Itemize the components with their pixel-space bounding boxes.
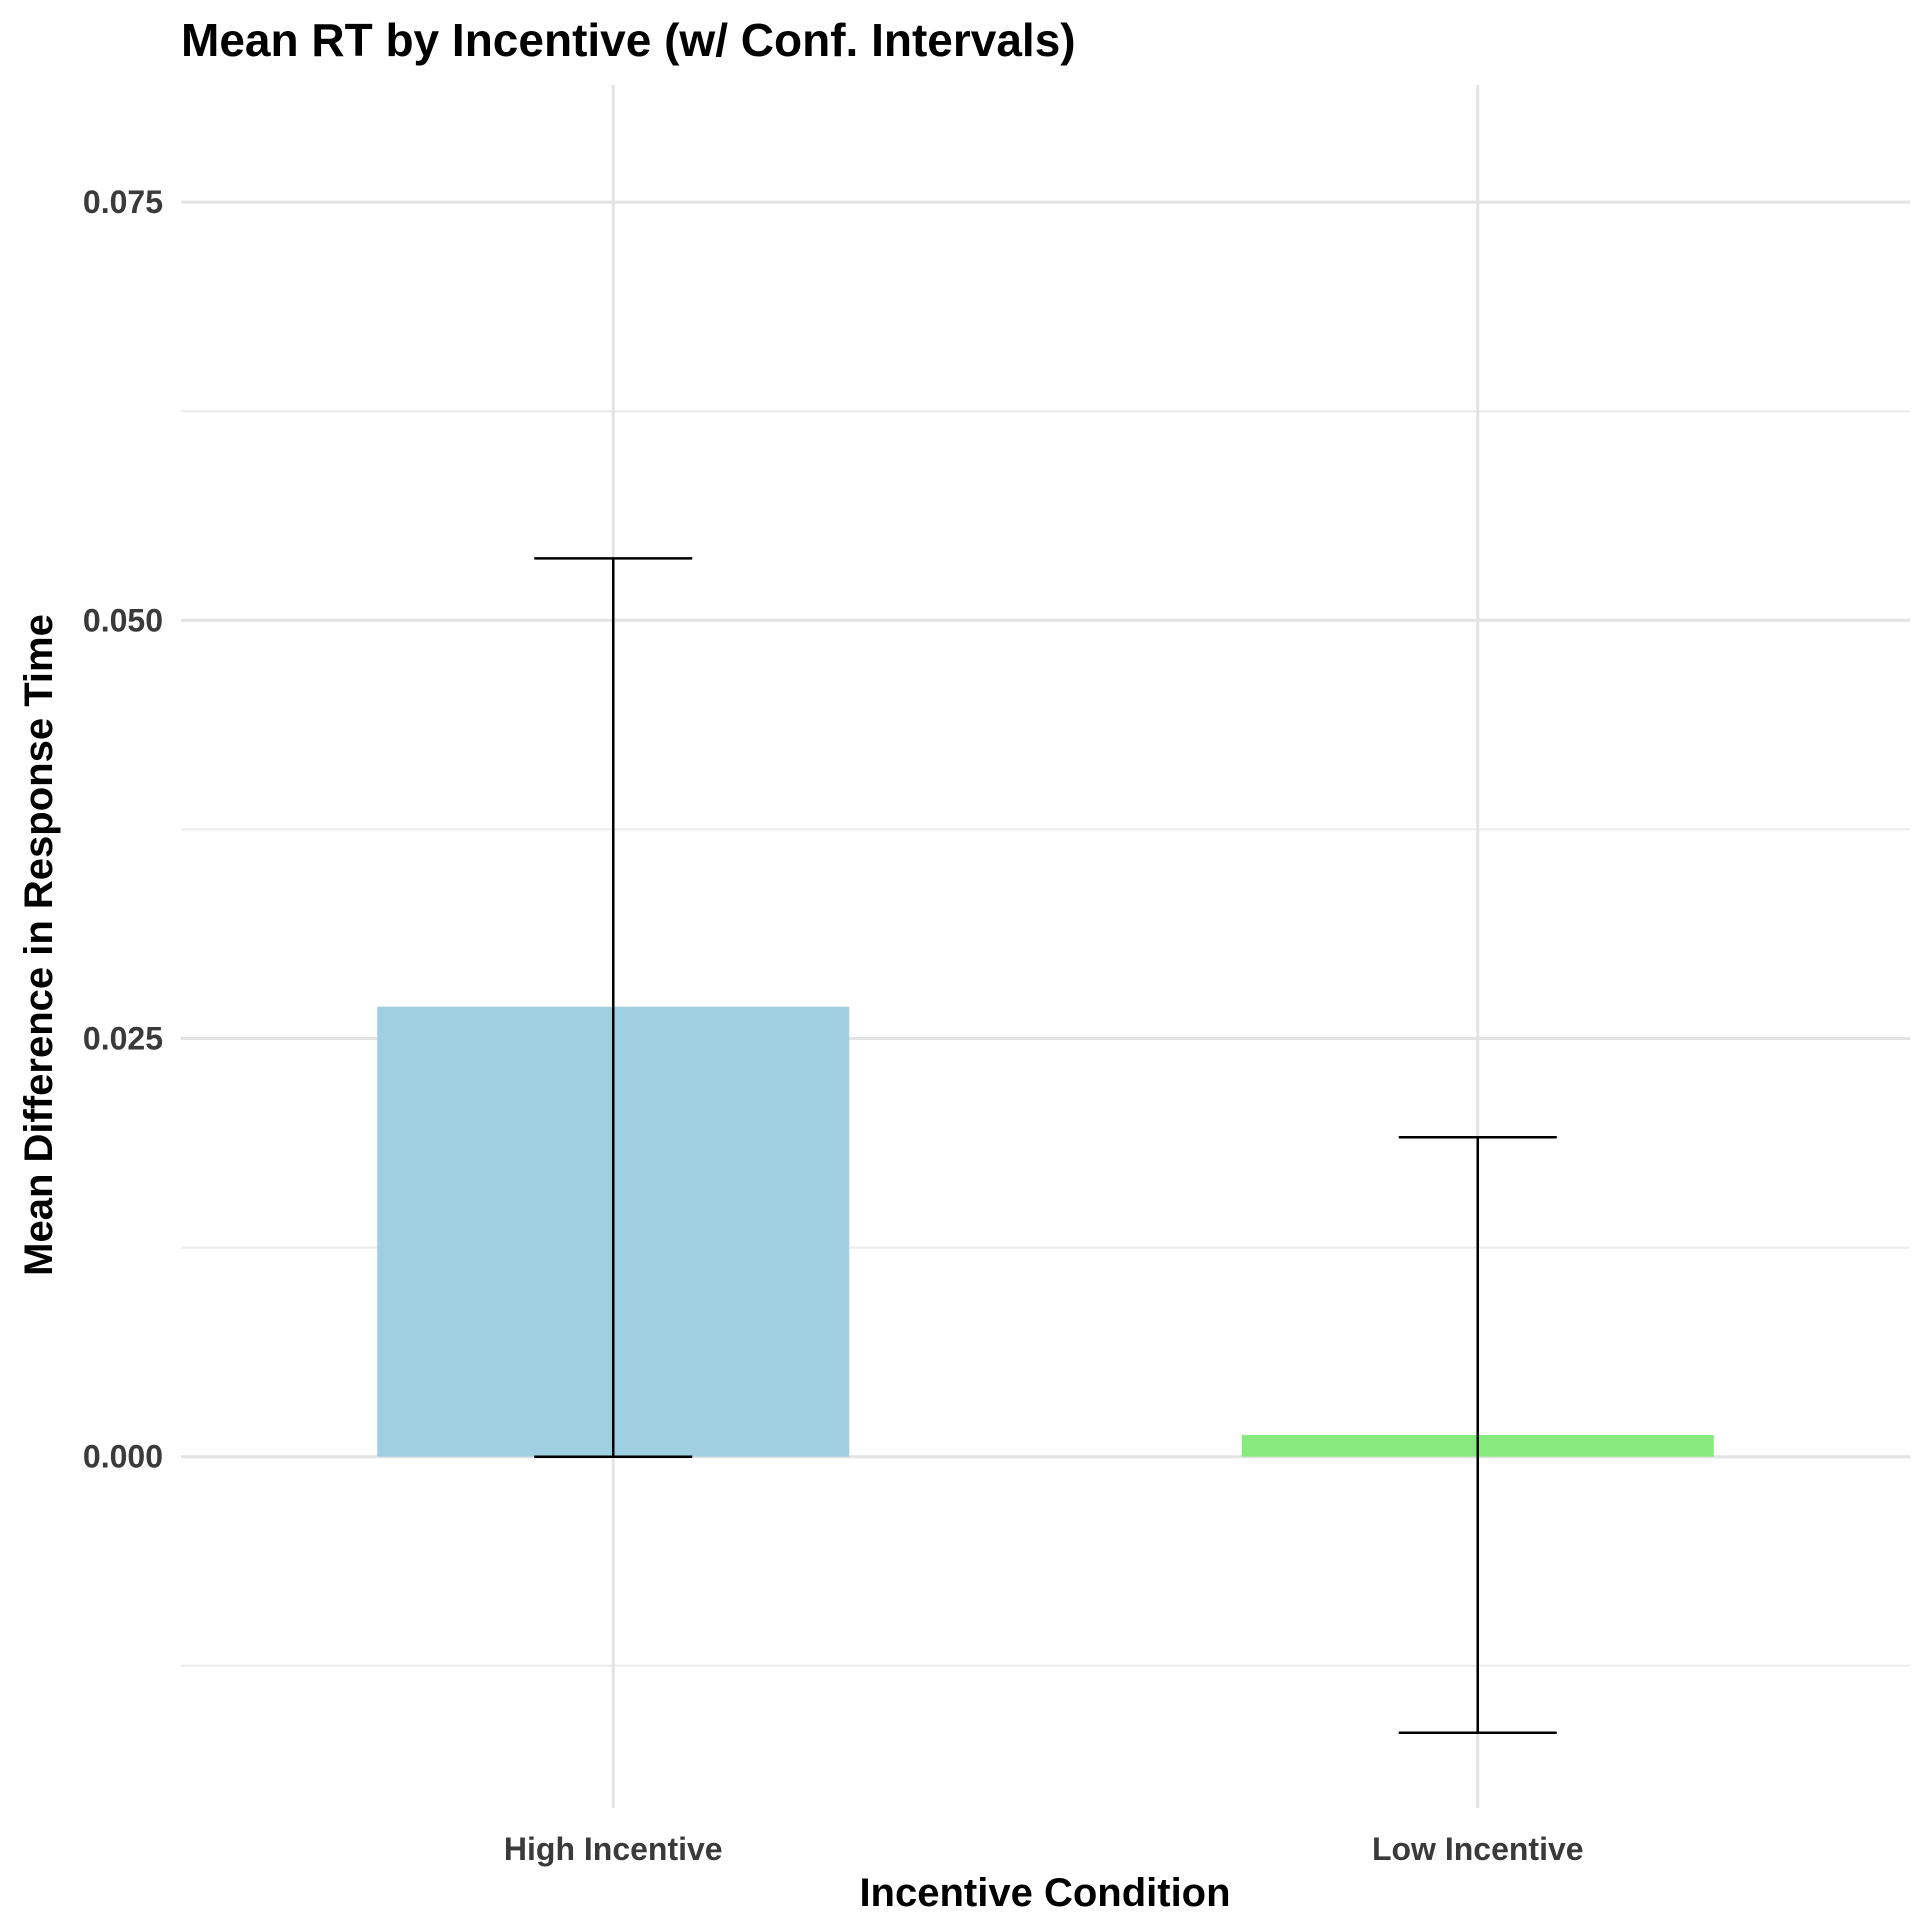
bar-layer [377, 1006, 1714, 1457]
errorbar-layer [534, 557, 1557, 1734]
x-tick-label: High Incentive [504, 1831, 723, 1867]
y-tick-label: 0.075 [83, 184, 163, 220]
y-tick-label: 0.000 [83, 1439, 163, 1475]
y-tick-label: 0.025 [83, 1021, 163, 1057]
y-axis-label: Mean Difference in Response Time [17, 614, 61, 1276]
chart-title: Mean RT by Incentive (w/ Conf. Intervals… [181, 14, 1076, 66]
x-axis-label: Incentive Condition [859, 1871, 1230, 1915]
tick-layer: 0.000 0.025 0.050 0.075 High Incentive Low In… [83, 184, 1584, 1867]
grid-layer [181, 85, 1910, 1808]
y-tick-label: 0.050 [83, 602, 163, 638]
x-tick-label: Low Incentive [1372, 1831, 1584, 1867]
